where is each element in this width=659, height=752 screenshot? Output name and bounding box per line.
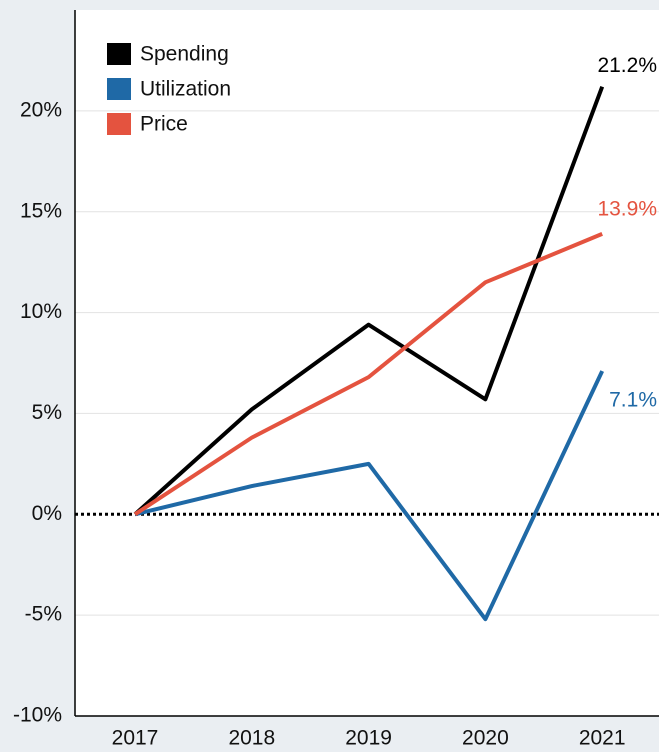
series-line (133, 85, 605, 516)
plot-area (75, 10, 659, 716)
y-tick-label: -10% (13, 704, 62, 727)
legend-swatch (107, 43, 131, 65)
legend-label: Price (140, 113, 188, 136)
x-tick-label: 2021 (579, 727, 626, 750)
y-tick-label: 10% (20, 300, 62, 323)
x-tick-label: 2019 (345, 727, 392, 750)
y-tick-label: 0% (32, 502, 62, 525)
y-tick-label: 5% (32, 401, 62, 424)
legend-swatch (107, 113, 131, 135)
x-tick-label: 2018 (228, 727, 275, 750)
series-line (133, 232, 603, 516)
series-line (134, 370, 605, 622)
legend-label: Spending (140, 43, 229, 66)
y-tick-label: 15% (20, 199, 62, 222)
legend-swatch (107, 78, 131, 100)
y-tick-label: -5% (25, 603, 62, 626)
x-tick-label: 2020 (462, 727, 509, 750)
value-label: 13.9% (597, 197, 657, 220)
legend-label: Utilization (140, 78, 231, 101)
value-label: 7.1% (609, 389, 657, 412)
value-label: 21.2% (597, 54, 657, 77)
y-tick-label: 20% (20, 98, 62, 121)
x-tick-label: 2017 (112, 727, 159, 750)
